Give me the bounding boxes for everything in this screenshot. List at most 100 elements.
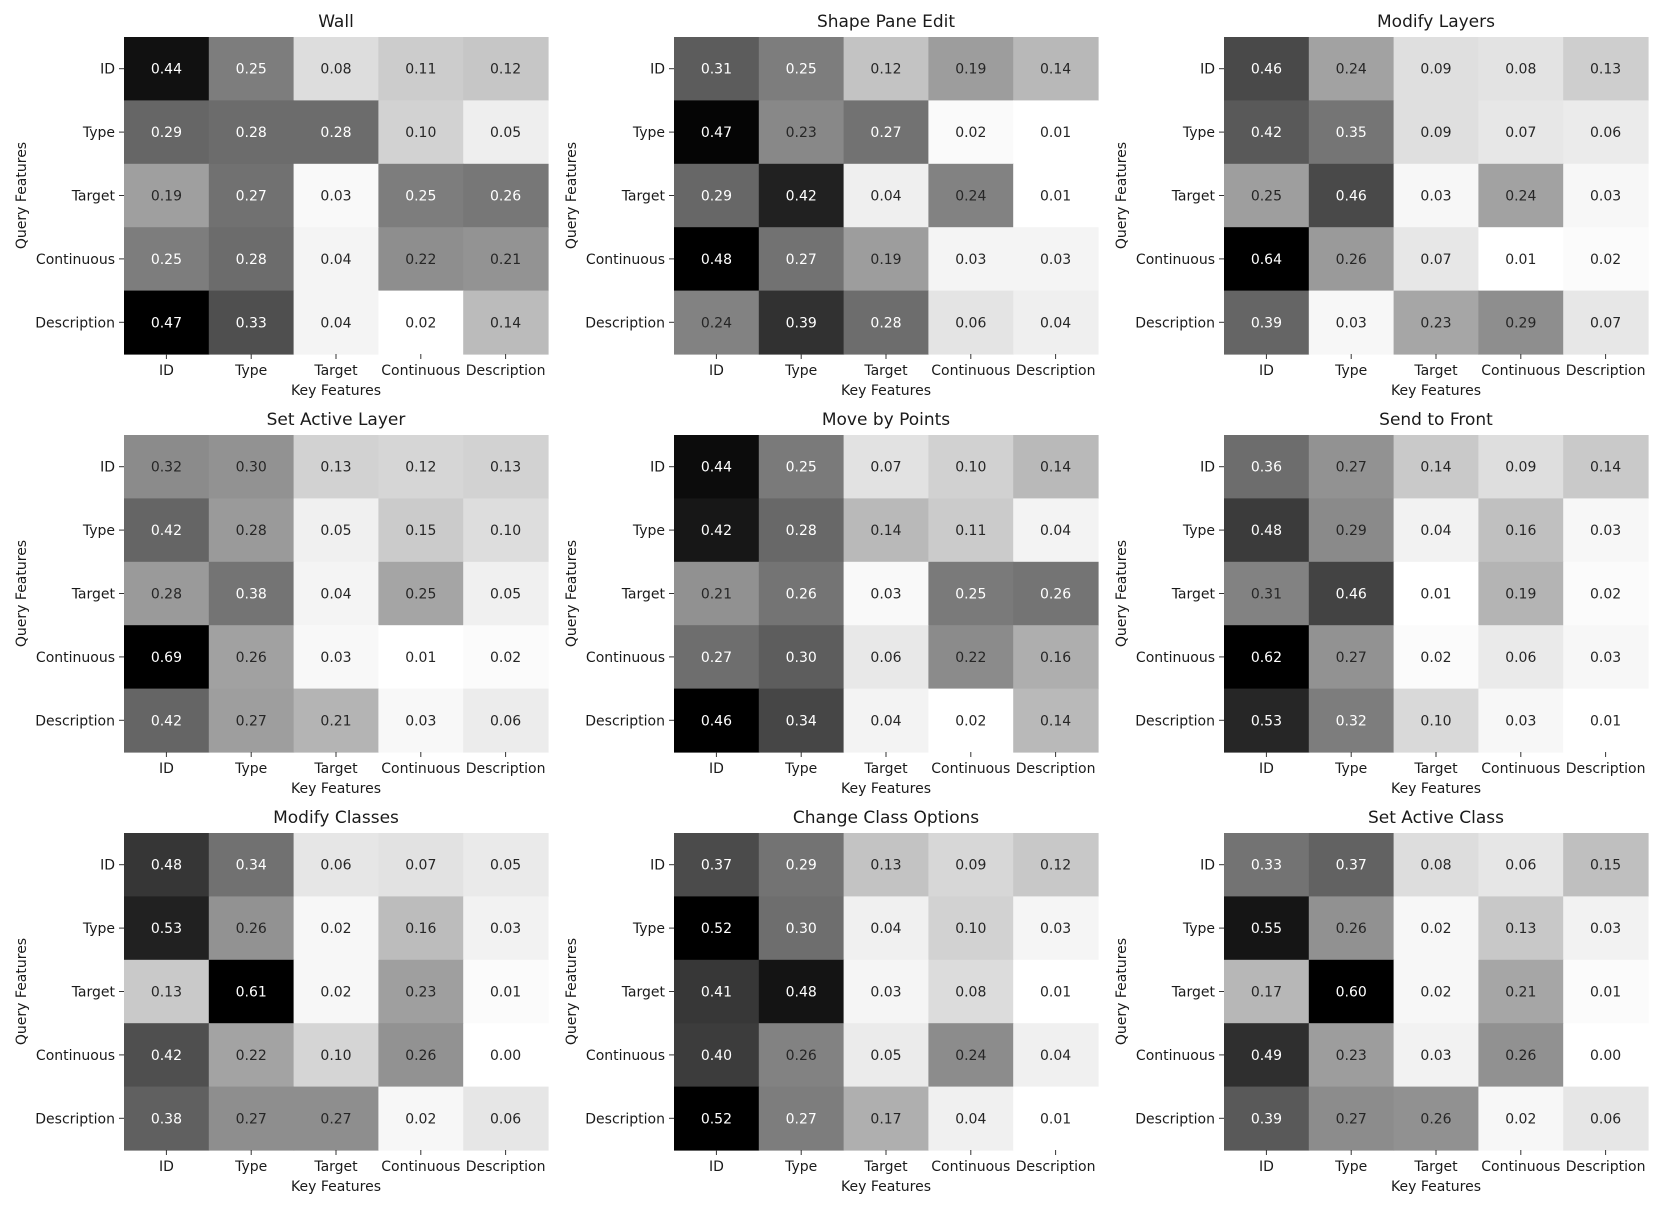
cell-value-label: 0.24 bbox=[955, 1048, 986, 1064]
y-tick-label: Target bbox=[71, 587, 116, 603]
heatmap-cell bbox=[674, 896, 760, 961]
cell-value-label: 0.12 bbox=[1040, 858, 1071, 874]
heatmap-cell bbox=[758, 625, 845, 690]
heatmap-cell bbox=[293, 1023, 379, 1088]
heatmap-cell bbox=[124, 688, 210, 753]
heatmap-cell bbox=[1393, 163, 1479, 228]
cell-value-label: 0.38 bbox=[151, 1111, 182, 1127]
heatmap-cell bbox=[293, 498, 379, 563]
cell-value-label: 0.00 bbox=[1590, 1048, 1621, 1064]
heatmap-cell bbox=[124, 896, 210, 961]
x-tick-label: ID bbox=[159, 761, 174, 777]
cell-value-label: 0.14 bbox=[870, 523, 901, 539]
heatmap-cell bbox=[1478, 37, 1564, 101]
cell-value-label: 0.27 bbox=[1336, 460, 1367, 476]
y-tick-label: Type bbox=[82, 523, 115, 539]
cell-value-label: 0.25 bbox=[236, 62, 267, 78]
cell-value-label: 0.22 bbox=[236, 1048, 267, 1064]
x-tick-label: Continuous bbox=[1481, 1159, 1560, 1175]
cell-value-label: 0.01 bbox=[1040, 1111, 1071, 1127]
heatmap-cell bbox=[463, 959, 549, 1024]
heatmap-cell bbox=[758, 833, 845, 897]
cell-value-label: 0.39 bbox=[786, 315, 817, 331]
cell-value-label: 0.05 bbox=[870, 1048, 901, 1064]
cell-value-label: 0.48 bbox=[786, 985, 817, 1001]
heatmap-cell bbox=[378, 833, 464, 897]
x-tick-label: ID bbox=[709, 1159, 724, 1175]
cell-value-label: 0.26 bbox=[1040, 587, 1071, 603]
heatmap-cell bbox=[1563, 896, 1649, 961]
heatmap-cell bbox=[928, 896, 1014, 961]
heatmap-cell bbox=[1563, 227, 1649, 292]
x-tick-label: Description bbox=[466, 1159, 546, 1175]
cell-value-label: 0.13 bbox=[1590, 62, 1621, 78]
heatmap-panel: Shape Pane Edit 0.31 0.25 0.12 0.19 0.14 0.47 0… bbox=[564, 12, 1099, 399]
heatmap-cell bbox=[1563, 1086, 1649, 1151]
cell-value-label: 0.27 bbox=[701, 650, 732, 666]
heatmap-cell bbox=[1224, 163, 1310, 228]
x-tick-label: Type bbox=[1334, 1159, 1367, 1175]
cell-value-label: 0.26 bbox=[786, 1048, 817, 1064]
cell-value-label: 0.09 bbox=[955, 858, 986, 874]
heatmap-cell bbox=[378, 959, 464, 1024]
heatmap-cell bbox=[124, 625, 210, 690]
cell-value-label: 0.09 bbox=[1505, 460, 1536, 476]
cell-value-label: 0.26 bbox=[1420, 1111, 1451, 1127]
cell-value-label: 0.04 bbox=[320, 587, 351, 603]
y-tick-label: Continuous bbox=[36, 1048, 115, 1064]
cell-value-label: 0.24 bbox=[1336, 62, 1367, 78]
heatmap-cell bbox=[124, 498, 210, 563]
cell-value-label: 0.27 bbox=[236, 713, 267, 729]
y-tick-label: Type bbox=[82, 125, 115, 141]
cell-value-label: 0.02 bbox=[1590, 252, 1621, 268]
y-tick-label: Continuous bbox=[586, 650, 665, 666]
cell-value-label: 0.69 bbox=[151, 650, 182, 666]
cell-value-label: 0.34 bbox=[786, 713, 817, 729]
cell-value-label: 0.05 bbox=[490, 587, 521, 603]
cell-value-label: 0.60 bbox=[1336, 985, 1367, 1001]
cell-value-label: 0.25 bbox=[786, 460, 817, 476]
heatmap-cell bbox=[928, 227, 1014, 292]
heatmap-cell bbox=[378, 1086, 464, 1151]
heatmap-cell bbox=[843, 561, 929, 626]
cell-value-label: 0.04 bbox=[320, 252, 351, 268]
heatmap-cell bbox=[378, 163, 464, 228]
heatmap-cell bbox=[1478, 100, 1564, 165]
cell-value-label: 0.02 bbox=[955, 713, 986, 729]
cell-value-label: 0.25 bbox=[405, 587, 436, 603]
cell-value-label: 0.03 bbox=[955, 252, 986, 268]
heatmap-cell bbox=[293, 37, 379, 101]
x-tick-label: Type bbox=[1334, 363, 1367, 379]
cell-value-label: 0.37 bbox=[701, 858, 732, 874]
heatmap-cell bbox=[378, 435, 464, 499]
y-tick-label: ID bbox=[1200, 62, 1215, 78]
cell-value-label: 0.34 bbox=[236, 858, 267, 874]
heatmap-cell bbox=[1224, 435, 1310, 499]
panel-title: Modify Classes bbox=[273, 808, 399, 828]
cell-value-label: 0.25 bbox=[955, 587, 986, 603]
cell-value-label: 0.26 bbox=[1336, 921, 1367, 937]
heatmap-cell bbox=[1013, 1086, 1099, 1151]
heatmap-cell bbox=[843, 833, 929, 897]
cell-value-label: 0.03 bbox=[1590, 523, 1621, 539]
heatmap-cell bbox=[208, 688, 295, 753]
cell-value-label: 0.26 bbox=[786, 587, 817, 603]
heatmap-cell bbox=[1308, 688, 1395, 753]
heatmap-cell bbox=[293, 959, 379, 1024]
cell-value-label: 0.07 bbox=[405, 858, 436, 874]
heatmap-panel: Change Class Options 0.37 0.29 0.13 0.09 0.12… bbox=[564, 808, 1099, 1195]
heatmap-cell bbox=[1478, 498, 1564, 563]
y-axis-label: Query Features bbox=[1114, 540, 1130, 647]
y-tick-label: Description bbox=[35, 1111, 115, 1127]
y-tick-label: Continuous bbox=[36, 650, 115, 666]
cell-value-label: 0.04 bbox=[870, 189, 901, 205]
cell-value-label: 0.29 bbox=[1336, 523, 1367, 539]
heatmap-cell bbox=[928, 625, 1014, 690]
heatmap-cell bbox=[124, 37, 210, 101]
cell-value-label: 0.03 bbox=[1336, 315, 1367, 331]
cell-value-label: 0.44 bbox=[151, 62, 182, 78]
heatmap-cell bbox=[1393, 625, 1479, 690]
heatmap-cell bbox=[1308, 625, 1395, 690]
cell-value-label: 0.04 bbox=[870, 921, 901, 937]
cell-value-label: 0.42 bbox=[151, 1048, 182, 1064]
